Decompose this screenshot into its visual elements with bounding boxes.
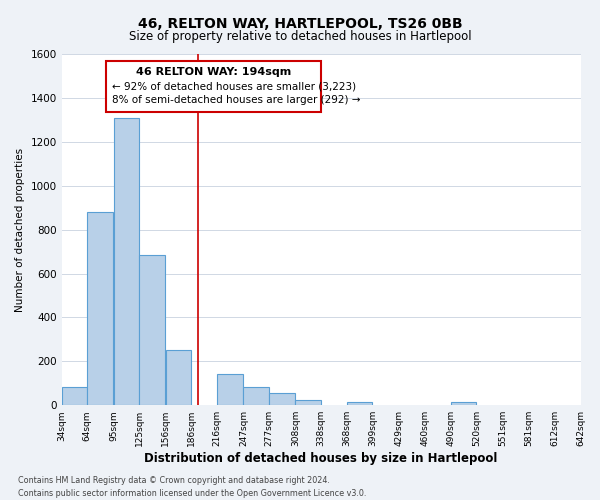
- Bar: [347, 402, 372, 405]
- Bar: [217, 374, 242, 405]
- Text: 8% of semi-detached houses are larger (292) →: 8% of semi-detached houses are larger (2…: [112, 96, 361, 106]
- Text: ← 92% of detached houses are smaller (3,223): ← 92% of detached houses are smaller (3,…: [112, 82, 356, 92]
- Text: Size of property relative to detached houses in Hartlepool: Size of property relative to detached ho…: [128, 30, 472, 43]
- Text: Contains HM Land Registry data © Crown copyright and database right 2024.
Contai: Contains HM Land Registry data © Crown c…: [18, 476, 367, 498]
- FancyBboxPatch shape: [106, 61, 321, 112]
- X-axis label: Distribution of detached houses by size in Hartlepool: Distribution of detached houses by size …: [145, 452, 498, 465]
- Text: 46, RELTON WAY, HARTLEPOOL, TS26 0BB: 46, RELTON WAY, HARTLEPOOL, TS26 0BB: [137, 18, 463, 32]
- Bar: [62, 386, 87, 405]
- Bar: [114, 118, 139, 405]
- Bar: [269, 393, 295, 405]
- Bar: [295, 400, 321, 405]
- Text: 46 RELTON WAY: 194sqm: 46 RELTON WAY: 194sqm: [136, 68, 291, 78]
- Bar: [166, 350, 191, 405]
- Bar: [451, 402, 476, 405]
- Bar: [87, 212, 113, 405]
- Y-axis label: Number of detached properties: Number of detached properties: [15, 148, 25, 312]
- Bar: [139, 255, 165, 405]
- Bar: [244, 386, 269, 405]
